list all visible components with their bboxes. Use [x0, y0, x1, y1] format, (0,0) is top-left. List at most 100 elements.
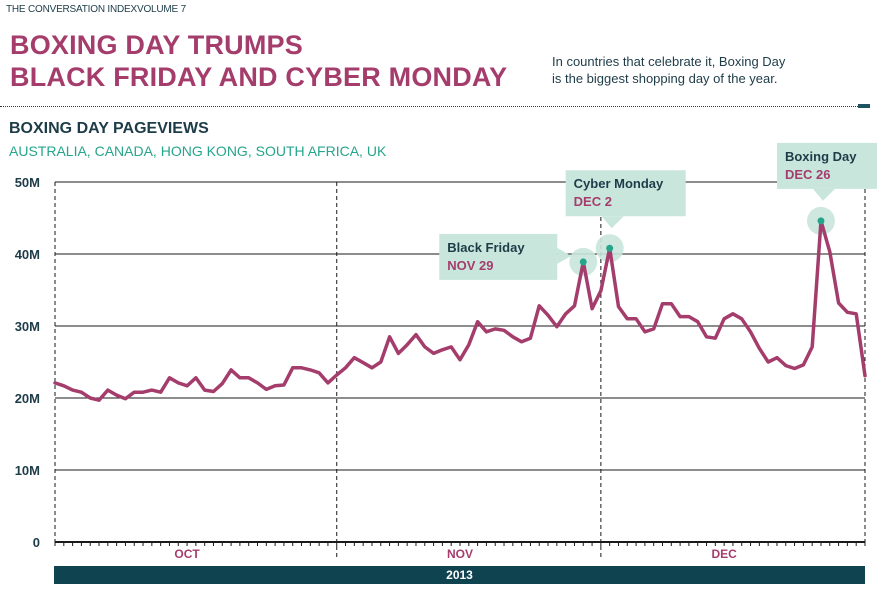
data-point: [458, 358, 462, 362]
boxing-day-callout-pointer: [812, 188, 835, 201]
data-point: [784, 364, 787, 367]
data-point: [546, 314, 550, 317]
boxing-day-callout-date: DEC 26: [785, 167, 831, 182]
data-point: [256, 381, 259, 385]
data-point: [590, 307, 594, 310]
data-point: [89, 396, 92, 400]
cyber-monday-callout-pointer: [601, 216, 624, 229]
data-point: [423, 345, 426, 349]
data-point: [335, 373, 338, 377]
data-point: [221, 382, 224, 385]
data-point: [511, 335, 515, 338]
data-point: [238, 376, 242, 380]
headline-line-2: BLACK FRIDAY AND CYBER MONDAY: [10, 62, 508, 92]
data-point: [485, 330, 488, 333]
data-point: [405, 343, 409, 346]
data-point: [705, 335, 708, 338]
cyber-monday-callout-box: [565, 170, 686, 217]
chart-subtitle: AUSTRALIA, CANADA, HONG KONG, SOUTH AFRI…: [9, 143, 387, 159]
data-point: [494, 327, 497, 331]
data-point: [370, 366, 374, 369]
data-point: [529, 337, 532, 340]
data-point: [247, 376, 250, 380]
black-friday-callout-title: Black Friday: [447, 240, 525, 255]
data-point: [538, 304, 541, 308]
data-point: [185, 384, 189, 387]
data-point: [106, 388, 110, 392]
year-axis-bar: 2013: [54, 566, 865, 584]
data-point: [714, 337, 717, 340]
data-point: [661, 302, 664, 305]
data-point: [71, 388, 74, 392]
black-friday-marker: [579, 258, 587, 266]
data-point: [749, 330, 752, 333]
data-point: [133, 391, 136, 394]
data-point: [273, 384, 277, 387]
data-point: [150, 388, 154, 392]
data-point: [80, 391, 83, 394]
data-point: [159, 391, 162, 394]
data-point: [793, 367, 796, 370]
data-point: [634, 317, 638, 320]
data-point: [291, 366, 294, 369]
data-point: [854, 312, 858, 315]
data-point: [53, 381, 57, 385]
data-point: [555, 325, 559, 328]
headline-line-1: BOXING DAY TRUMPS: [10, 30, 303, 60]
data-point: [643, 330, 647, 333]
data-point: [687, 315, 691, 318]
data-point: [265, 388, 268, 391]
cyber-monday-callout-date: DEC 2: [574, 194, 612, 209]
data-point: [573, 304, 576, 308]
data-point: [837, 301, 840, 305]
data-point: [309, 368, 312, 372]
data-point: [282, 383, 286, 387]
y-tick-label: 0: [33, 535, 40, 550]
y-tick-label: 10M: [15, 463, 40, 478]
y-tick-label: 50M: [15, 175, 40, 190]
data-point: [449, 345, 453, 349]
chart-title: BOXING DAY PAGEVIEWS: [9, 120, 209, 137]
black-friday-callout-date: NOV 29: [447, 258, 493, 273]
data-point: [353, 356, 356, 359]
data-point: [344, 366, 347, 369]
data-point: [828, 250, 831, 254]
y-tick-label: 40M: [15, 247, 40, 262]
data-point: [414, 333, 418, 336]
data-point: [203, 388, 206, 392]
data-point: [212, 390, 215, 393]
data-point: [141, 391, 145, 394]
data-point: [432, 352, 435, 355]
data-point: [617, 305, 620, 308]
boxing-day-callout-title: Boxing Day: [785, 149, 857, 164]
data-point: [740, 317, 743, 320]
data-point: [626, 317, 629, 320]
y-tick-label: 20M: [15, 391, 40, 406]
data-point: [62, 384, 66, 387]
data-point: [696, 320, 699, 323]
data-point: [168, 376, 171, 380]
data-point: [766, 360, 770, 364]
data-point: [397, 352, 400, 355]
data-point: [124, 397, 127, 400]
data-point: [652, 327, 655, 331]
data-point: [678, 315, 682, 318]
black-friday-callout-pointer: [557, 247, 572, 264]
data-point: [300, 366, 303, 369]
data-point: [326, 381, 330, 385]
cyber-monday-callout-title: Cyber Monday: [574, 176, 664, 191]
data-point: [476, 320, 479, 323]
data-point: [520, 340, 523, 344]
data-point: [379, 360, 382, 364]
blurb-line-2: is the biggest shopping day of the year.: [552, 71, 778, 86]
header-divider-cap: [858, 104, 870, 108]
data-point: [863, 374, 867, 377]
data-point: [731, 312, 735, 315]
data-point: [810, 345, 814, 349]
data-point: [388, 335, 391, 338]
month-label-dec: DEC: [711, 547, 737, 561]
blurb-line-1: In countries that celebrate it, Boxing D…: [552, 54, 786, 69]
data-point: [564, 312, 567, 315]
data-point: [97, 398, 101, 402]
